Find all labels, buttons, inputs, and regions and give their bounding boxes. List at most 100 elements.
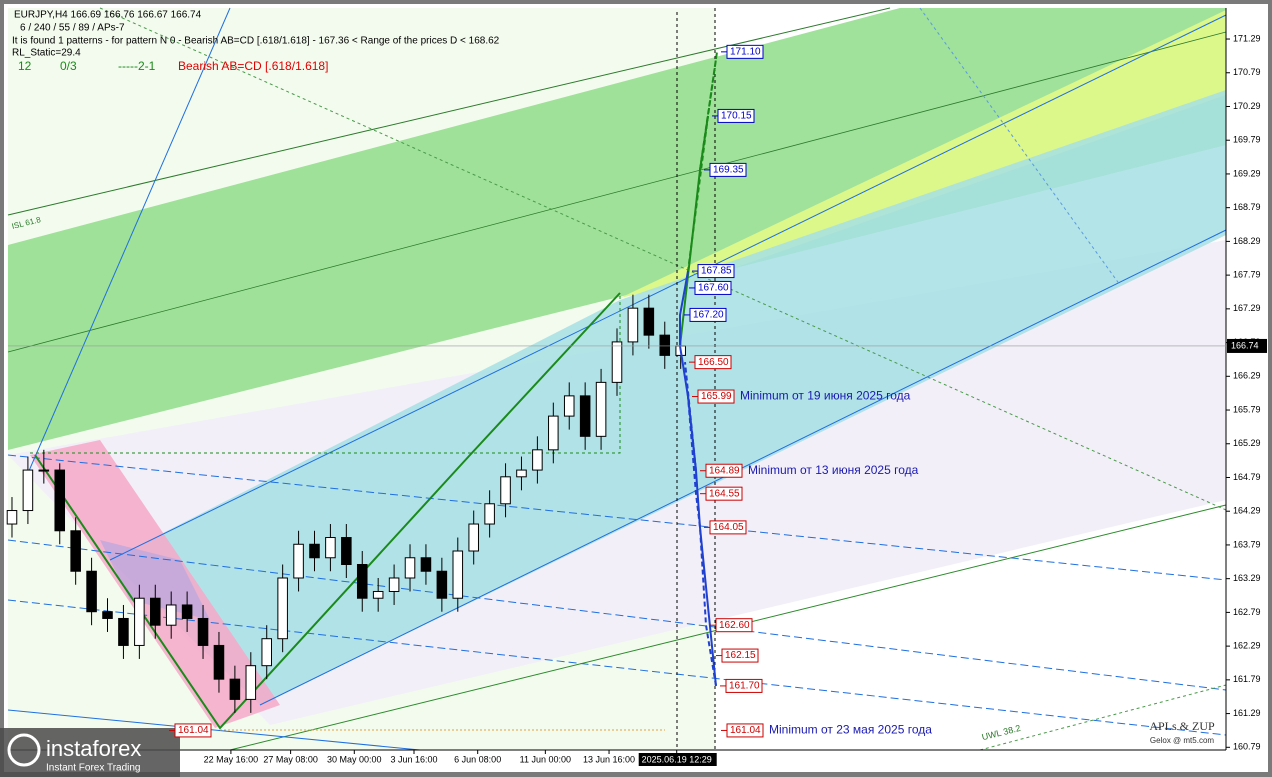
level-label: 162.60 <box>719 620 750 631</box>
candle-body <box>420 557 432 572</box>
y-tick-label: 161.29 <box>1233 708 1261 718</box>
channel-line <box>7 31 1227 353</box>
level-label: 164.05 <box>713 522 744 533</box>
ratio: 0/3 <box>60 59 77 73</box>
level-label: 164.89 <box>709 465 740 476</box>
candle-body <box>436 570 448 599</box>
abcd-pattern <box>34 292 621 730</box>
level-box <box>725 678 763 693</box>
candle-body <box>22 469 34 512</box>
candle-body <box>102 611 113 619</box>
watermark-sub: Gelox @ mt5.com <box>1150 736 1214 745</box>
code: -----2-1 <box>118 59 156 73</box>
watermark: APLs & ZUP <box>1149 719 1215 733</box>
y-tick-label: 163.79 <box>1233 539 1261 549</box>
level-label: 164.55 <box>709 488 740 499</box>
candle-body <box>38 469 50 472</box>
level-box <box>694 355 732 370</box>
logo: instaforex Instant Forex Trading <box>0 728 180 777</box>
candle-body <box>325 537 336 559</box>
logo-icon <box>7 733 41 767</box>
params: 6 / 240 / 55 / 89 / APs-7 <box>20 23 125 34</box>
candle-body <box>356 564 368 599</box>
level-box <box>705 463 743 478</box>
candle-body <box>372 590 384 599</box>
candle-body <box>516 469 527 478</box>
y-tick-label: 167.29 <box>1233 303 1261 313</box>
candle-body <box>595 381 607 437</box>
candle-body <box>404 557 416 579</box>
level-label: 161.04 <box>730 725 761 736</box>
logo-sub: Instant Forex Trading <box>46 763 141 774</box>
candle-body <box>627 307 639 343</box>
y-tick-label: 164.79 <box>1233 472 1261 482</box>
fan-line <box>979 684 1227 751</box>
candle-body <box>452 550 464 599</box>
static: RL_Static=29.4 <box>12 48 81 59</box>
y-tick-label: 170.29 <box>1233 101 1261 111</box>
projection-blue <box>679 270 689 346</box>
x-tick-highlight <box>638 753 717 766</box>
candle-body <box>229 678 241 700</box>
fan-line <box>7 709 421 751</box>
level-label: 169.35 <box>713 165 744 176</box>
level-box <box>726 44 764 59</box>
x-tick-label: 13 Jun 16:00 <box>583 754 635 764</box>
level-note: Minimum от 23 мая 2025 года <box>769 723 932 737</box>
overlap-zone <box>100 540 210 620</box>
y-tick-label: 169.29 <box>1233 168 1261 178</box>
yellow-zone <box>620 10 1226 298</box>
candle-body <box>277 577 288 640</box>
candle-body <box>6 510 18 525</box>
level-box <box>709 162 747 177</box>
x-tick-label: 3 Jun 16:00 <box>390 754 437 764</box>
y-tick-label: 167.79 <box>1233 269 1261 279</box>
last-price-box <box>1227 338 1267 353</box>
level-label: 165.99 <box>701 391 732 402</box>
level-box <box>174 723 212 738</box>
candle-body <box>532 449 543 471</box>
level-label: 161.70 <box>729 681 760 692</box>
candle-body <box>500 476 511 505</box>
level-box <box>694 280 732 295</box>
level-box <box>709 520 747 535</box>
x-tick-label: 2025.06.19 12:29 <box>642 754 712 764</box>
level-box <box>726 723 764 738</box>
y-tick-label: 168.79 <box>1233 202 1261 212</box>
y-tick-label: 162.79 <box>1233 607 1261 617</box>
y-tick-label: 160.79 <box>1233 742 1261 752</box>
candle-body <box>181 604 193 619</box>
symbol-line: EURJPY,H4 166.69 166.76 166.67 166.74 <box>14 10 202 21</box>
candle-body <box>70 530 81 572</box>
y-tick-label: 165.29 <box>1233 438 1261 448</box>
level-label: 162.15 <box>725 650 756 661</box>
y-tick-label: 171.29 <box>1233 33 1261 43</box>
fan-line <box>7 599 1227 736</box>
candle-body <box>197 617 209 646</box>
x-tick-label: 22 May 16:00 <box>204 754 259 764</box>
projection-down <box>679 345 717 687</box>
candle-body <box>261 638 273 667</box>
y-tick-label: 168.29 <box>1233 236 1261 246</box>
y-tick-label: 164.29 <box>1233 506 1261 516</box>
y-tick-label: 169.79 <box>1233 135 1261 145</box>
candle-body <box>388 577 400 592</box>
x-tick-label: 27 May 08:00 <box>263 754 318 764</box>
candle-body <box>165 604 177 626</box>
level-label: 167.20 <box>693 310 724 321</box>
level-box <box>697 389 735 404</box>
y-tick-label: 170.79 <box>1233 67 1261 77</box>
channel-line <box>259 229 1227 706</box>
y-tick-label: 161.79 <box>1233 674 1261 684</box>
blue-zone <box>110 90 1226 705</box>
candle-body <box>149 597 161 626</box>
pattern-name: Bearish AB=CD [.618/1.618] <box>178 59 328 73</box>
candle-body <box>54 469 66 532</box>
projection-up-dashed <box>687 51 718 272</box>
level-box <box>689 307 727 322</box>
fan-line <box>99 7 1227 511</box>
level-label: 170.15 <box>721 111 752 122</box>
logo-text: instaforex <box>46 736 141 761</box>
